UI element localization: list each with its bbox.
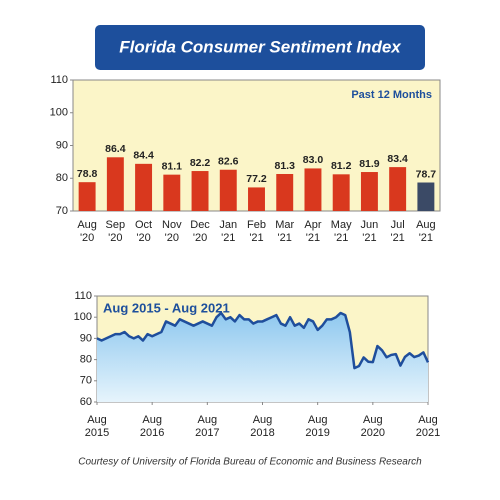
title-box <box>95 25 425 70</box>
y-tick-label: 110 <box>50 74 68 86</box>
x-tick-label: Aug 2018 <box>250 414 275 439</box>
y-tick-label: 80 <box>56 172 68 184</box>
bar <box>389 167 407 211</box>
bar <box>191 171 209 211</box>
value-label: 82.2 <box>190 157 211 169</box>
x-tick-label: Mar '21 <box>275 219 295 244</box>
y-tick-label: 70 <box>56 205 68 217</box>
bar <box>276 173 294 211</box>
bar <box>163 174 181 211</box>
x-tick-label: Apr '21 <box>304 219 322 244</box>
value-label: 81.9 <box>359 158 380 170</box>
annotation: Aug 2015 - Aug 2021 <box>103 300 230 315</box>
x-tick-label: Aug 2015 <box>84 414 110 439</box>
y-tick-label: 100 <box>74 311 92 323</box>
y-tick-label: 90 <box>56 139 68 151</box>
x-tick-label: Sep '20 <box>105 219 126 244</box>
x-tick-label: Aug 2021 <box>415 414 441 439</box>
value-label: 81.1 <box>162 160 183 172</box>
x-tick-label: Dec '20 <box>190 219 210 244</box>
line <box>96 311 430 370</box>
x-tick-label: Nov '20 <box>162 219 182 244</box>
value-label: 83.0 <box>303 154 324 166</box>
value-label: 86.4 <box>105 143 126 155</box>
value-label: 78.8 <box>77 168 98 180</box>
source: Courtesy of University of Florida Bureau… <box>78 457 422 468</box>
bar <box>360 172 378 211</box>
page-title: Florida Consumer Sentiment Index <box>119 37 402 56</box>
x-tick-label: Aug '20 <box>77 219 97 244</box>
x-tick-label: Aug 2020 <box>360 414 386 439</box>
bar <box>219 169 237 211</box>
value-label: 81.3 <box>275 160 296 172</box>
bar <box>78 182 96 211</box>
value-label: 81.2 <box>331 160 352 172</box>
bar <box>332 174 350 211</box>
annotation: Past 12 Months <box>351 89 432 101</box>
x-tick-label: Oct '20 <box>135 219 153 244</box>
x-tick-label: Jun '21 <box>360 219 379 244</box>
x-tick-label: Aug 2019 <box>305 414 330 439</box>
y-tick-label: 60 <box>80 396 92 408</box>
x-tick-label: Aug 2016 <box>139 414 165 439</box>
bar <box>417 182 435 211</box>
x-tick-label: Feb '21 <box>247 219 266 244</box>
bar <box>135 163 153 211</box>
x-tick-label: Jul '21 <box>390 219 405 244</box>
area <box>97 312 428 402</box>
value-label: 82.6 <box>218 156 239 168</box>
y-tick-label: 70 <box>80 375 92 387</box>
value-label: 77.2 <box>246 173 267 185</box>
x-tick-label: Aug '21 <box>416 219 436 244</box>
bar <box>248 187 265 211</box>
y-tick-label: 100 <box>50 107 68 119</box>
value-label: 83.4 <box>387 153 408 165</box>
y-tick-label: 80 <box>80 354 92 366</box>
bar <box>304 168 322 211</box>
x-tick-label: Jan '21 <box>219 219 238 244</box>
x-tick-label: Aug 2017 <box>195 414 220 439</box>
y-tick-label: 90 <box>80 332 92 344</box>
y-tick-label: 110 <box>74 290 92 302</box>
x-tick-label: May '21 <box>330 219 352 244</box>
bar <box>106 157 124 211</box>
value-label: 78.7 <box>416 168 437 180</box>
value-label: 84.4 <box>133 150 154 162</box>
